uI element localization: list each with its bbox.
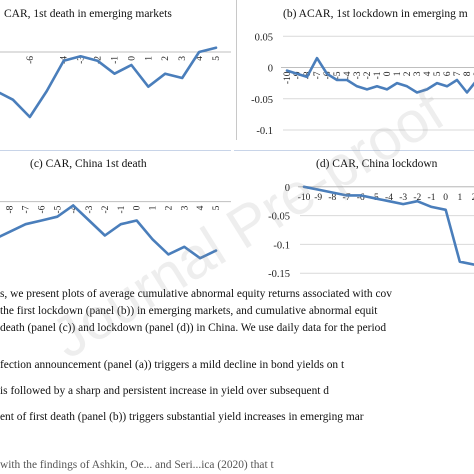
x-tick-label: -3 <box>399 193 407 203</box>
x-tick-label: 0 <box>443 193 448 203</box>
x-tick-label: -8 <box>328 193 336 203</box>
x-tick-label: -6 <box>26 56 36 64</box>
x-tick-label: -8 <box>0 56 2 64</box>
body-line-4: with the findings of Ashkin, Oe... and S… <box>0 459 274 471</box>
panel-a-title: CAR, 1st death in emerging markets <box>4 8 172 20</box>
panel-a: -8 -6 -4 -3 -2 -1 0 1 2 3 4 5 CAR, 1st death in eme… <box>0 0 231 140</box>
x-tick-label: -2 <box>413 193 421 203</box>
x-tick-label: 2 <box>161 56 171 61</box>
y-tick-label: -0.05 <box>251 95 273 106</box>
x-tick-label: 2 <box>472 193 474 203</box>
body-line-2: is followed by a sharp and persistent in… <box>0 385 329 397</box>
caption-line-1: s, we present plots of average cumulativ… <box>0 288 392 300</box>
x-tick-label: 1 <box>149 205 159 210</box>
x-tick-label: -2 <box>94 56 104 64</box>
body-line-3: ent of first death (panel (b)) triggers … <box>0 411 364 423</box>
x-tick-label: -7 <box>313 71 323 79</box>
x-tick-label: 3 <box>178 56 188 61</box>
y-tick-label: 0 <box>268 64 273 75</box>
x-tick-label: -10 <box>298 193 311 203</box>
x-tick-label: -10 <box>283 71 293 84</box>
x-tick-label: 0 <box>383 71 393 76</box>
chart-a-svg: -8 -6 -4 -3 -2 -1 0 1 2 3 4 5 <box>0 46 231 119</box>
x-tick-label: 5 <box>433 71 443 76</box>
series-line <box>302 185 474 266</box>
x-tick-label: 3 <box>413 71 423 76</box>
x-tick-label: 4 <box>195 56 205 61</box>
x-tick-label: 0 <box>133 205 143 210</box>
x-tick-label: -2 <box>101 205 111 213</box>
series-line <box>0 204 218 260</box>
x-tick-label: -5 <box>333 71 343 79</box>
x-tick-label: 6 <box>443 71 453 76</box>
x-tick-label: 1 <box>393 71 403 76</box>
panel-c-title: (c) CAR, China 1st death <box>30 158 147 170</box>
y-tick-label: 0 <box>285 183 290 194</box>
x-tick-label: -4 <box>385 193 393 203</box>
series-line <box>285 56 474 94</box>
x-tick-label: 2 <box>164 205 174 210</box>
series-line <box>0 46 218 119</box>
x-tick-label: -3 <box>85 205 95 213</box>
chart-b-svg: 0.050-0.05-0.1-10 -9 -8 -7 -6 -5 -4 -3 -2 -1 0 1 2 3 4… <box>251 32 474 137</box>
chart-c-svg: -8 -7 -6 -5 -4 -3 -2 -1 0 1 2 3 4 5 <box>0 201 231 260</box>
x-tick-label: -7 <box>22 205 32 213</box>
x-tick-label: 1 <box>144 56 154 61</box>
x-tick-label: -5 <box>53 205 63 213</box>
x-tick-label: 4 <box>423 71 433 76</box>
x-tick-label: -3 <box>353 71 363 79</box>
panel-b-title: (b) ACAR, 1st lockdown in emerging m <box>283 8 468 20</box>
x-tick-label: -1 <box>428 193 436 203</box>
y-tick-label: -0.05 <box>268 212 290 223</box>
panel-b: 0.05 0 -0.05 -0.1 -10 -9 -8 -7 -6 -5 -4 -3 -2 -1 0 1 2 3 4… <box>236 0 474 140</box>
x-tick-label: -9 <box>314 193 322 203</box>
x-tick-label: 5 <box>212 56 222 61</box>
y-tick-label: -0.1 <box>256 126 273 137</box>
x-tick-label: 4 <box>196 205 206 210</box>
y-tick-label: -0.1 <box>273 240 290 251</box>
body-line-1: fection announcement (panel (a)) trigger… <box>0 359 345 371</box>
x-tick-label: -4 <box>69 205 79 213</box>
x-tick-label: 8 <box>463 71 473 76</box>
x-tick-label: 3 <box>180 205 190 210</box>
caption-line-2: the first lockdown (panel (b)) in emergi… <box>0 305 378 317</box>
x-tick-label: -1 <box>373 71 383 79</box>
y-tick-label: -0.15 <box>268 269 290 280</box>
x-tick-label: 5 <box>212 205 222 210</box>
x-tick-label: -6 <box>357 193 365 203</box>
x-tick-label: 0 <box>127 56 137 61</box>
x-tick-label: -7 <box>343 193 351 203</box>
panel-c: -8 -7 -6 -5 -4 -3 -2 -1 0 1 2 3 4 5 (c) CAR, China 1s… <box>0 150 231 281</box>
caption-line-3: death (panel (c)) and lockdown (panel (d… <box>0 322 387 334</box>
x-tick-label: -1 <box>117 205 127 213</box>
x-tick-label: -1 <box>110 56 120 64</box>
x-tick-label: -4 <box>343 71 353 79</box>
x-tick-label: 2 <box>403 71 413 76</box>
x-tick-label: -2 <box>363 71 373 79</box>
x-tick-label: -8 <box>6 205 16 213</box>
panel-d: 0-0.05-0.1-0.15-10-9-8-7-6-5-4-3-2-1012 … <box>234 150 474 281</box>
x-tick-label: -6 <box>37 205 47 213</box>
x-tick-label: -3 <box>77 56 87 64</box>
y-tick-label: 0.05 <box>255 32 273 43</box>
x-tick-label: 1 <box>457 193 462 203</box>
x-tick-label: 7 <box>453 71 463 76</box>
panel-d-title: (d) CAR, China lockdown <box>316 158 438 170</box>
